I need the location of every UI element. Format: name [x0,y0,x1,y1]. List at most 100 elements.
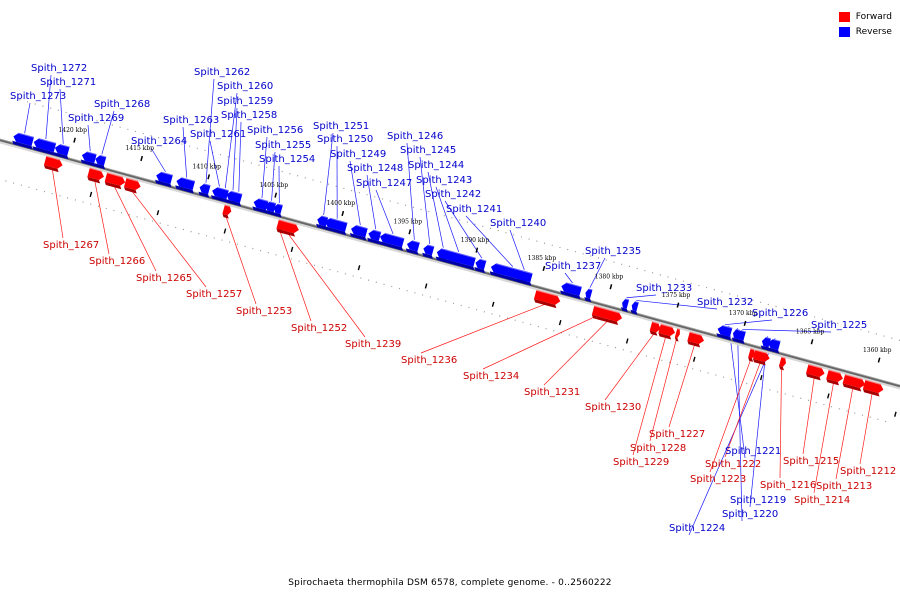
reverse-gene-label[interactable]: Spith_1242 [425,189,481,200]
forward-gene-label[interactable]: Spith_1236 [401,355,457,366]
reverse-gene-label[interactable]: Spith_1237 [545,261,601,272]
reverse-gene-label[interactable]: Spith_1271 [40,77,96,88]
gene-feature[interactable] [43,155,64,173]
gene-feature[interactable] [595,306,623,326]
gene-feature[interactable] [778,356,787,371]
forward-gene-label[interactable]: Spith_1222 [705,459,761,470]
forward-gene-label[interactable]: Spith_1252 [291,323,347,334]
gene-feature[interactable] [825,369,844,386]
reverse-gene-label[interactable]: Spith_1255 [255,140,311,151]
reverse-gene-label[interactable]: Spith_1235 [585,246,641,257]
reverse-gene-label[interactable]: Spith_1220 [722,509,778,520]
gene-feature[interactable] [252,198,271,214]
forward-gene-label[interactable]: Spith_1215 [783,456,839,467]
forward-gene-label[interactable]: Spith_1253 [236,306,292,317]
reverse-gene-label[interactable]: Spith_1259 [217,96,273,107]
reverse-gene-label[interactable]: Spith_1263 [163,115,219,126]
gene-feature[interactable] [218,188,231,203]
reverse-gene-label[interactable]: Spith_1261 [190,129,246,140]
reverse-gene-label[interactable]: Spith_1273 [10,91,66,102]
forward-gene-label[interactable]: Spith_1223 [690,474,746,485]
reverse-gene-label[interactable]: Spith_1269 [68,113,124,124]
gene-feature[interactable] [53,143,72,160]
gene-feature[interactable] [222,204,233,219]
reverse-gene-label[interactable]: Spith_1225 [811,320,867,331]
gene-feature[interactable] [272,203,285,218]
gene-feature[interactable] [123,177,142,194]
gene-feature[interactable] [766,338,783,354]
gene-feature[interactable] [366,229,383,245]
reverse-gene-label[interactable]: Spith_1226 [752,308,808,319]
gene-feature[interactable] [93,154,108,170]
reverse-gene-label[interactable]: Spith_1224 [669,523,725,534]
reverse-gene-label[interactable]: Spith_1251 [313,121,369,132]
reverse-gene-label[interactable]: Spith_1232 [697,297,753,308]
gene-feature[interactable] [747,348,756,362]
gene-feature[interactable] [231,192,244,207]
reverse-gene-label[interactable]: Spith_1268 [94,99,150,110]
reverse-gene-label[interactable]: Spith_1245 [400,145,456,156]
forward-gene-label[interactable]: Spith_1267 [43,240,99,251]
gene-feature[interactable] [649,321,662,336]
gene-feature[interactable] [842,374,866,392]
reverse-gene-label[interactable]: Spith_1241 [446,204,502,215]
reverse-gene-label[interactable]: Spith_1264 [131,136,187,147]
gene-feature[interactable] [760,336,773,351]
gene-feature[interactable] [438,249,478,271]
gene-feature[interactable] [104,172,126,190]
gene-feature[interactable] [583,288,594,303]
gene-feature[interactable] [421,244,436,259]
gene-feature[interactable] [620,298,631,313]
gene-feature[interactable] [378,232,406,251]
gene-feature[interactable] [805,364,826,381]
reverse-gene-label[interactable]: Spith_1249 [330,149,386,160]
gene-feature[interactable] [80,151,99,167]
reverse-gene-label[interactable]: Spith_1250 [317,134,373,145]
forward-gene-label[interactable]: Spith_1227 [649,429,705,440]
gene-feature[interactable] [154,171,175,188]
reverse-gene-label[interactable]: Spith_1248 [347,163,403,174]
reverse-gene-label[interactable]: Spith_1243 [416,175,472,186]
gene-feature[interactable] [559,282,583,300]
gene-feature[interactable] [263,201,278,216]
gene-feature[interactable] [349,224,370,241]
gene-feature[interactable] [278,219,300,237]
forward-gene-label[interactable]: Spith_1212 [840,466,896,477]
gene-feature[interactable] [315,215,330,230]
forward-gene-label[interactable]: Spith_1239 [345,339,401,350]
reverse-gene-label[interactable]: Spith_1247 [356,178,412,189]
reverse-gene-label[interactable]: Spith_1272 [31,63,87,74]
reverse-gene-label[interactable]: Spith_1219 [730,495,786,506]
reverse-gene-label[interactable]: Spith_1233 [636,283,692,294]
forward-gene-label[interactable]: Spith_1266 [89,256,145,267]
forward-gene-label[interactable]: Spith_1230 [585,402,641,413]
gene-feature[interactable] [516,270,531,285]
reverse-gene-label[interactable]: Spith_1254 [259,154,315,165]
gene-feature[interactable] [174,177,196,194]
gene-feature[interactable] [323,217,349,236]
reverse-gene-label[interactable]: Spith_1240 [490,218,546,229]
gene-feature[interactable] [658,323,677,340]
reverse-gene-label[interactable]: Spith_1258 [221,110,277,121]
gene-feature[interactable] [674,328,682,342]
gene-feature[interactable] [32,138,58,156]
reverse-gene-label[interactable]: Spith_1260 [217,81,273,92]
forward-gene-label[interactable]: Spith_1257 [186,289,242,300]
reverse-gene-label[interactable]: Spith_1246 [387,131,443,142]
forward-gene-label[interactable]: Spith_1234 [463,371,519,382]
gene-feature[interactable] [11,132,35,150]
gene-feature[interactable] [87,167,106,184]
gene-feature[interactable] [752,349,771,366]
forward-gene-label[interactable]: Spith_1228 [630,443,686,454]
forward-gene-label[interactable]: Spith_1229 [613,457,669,468]
gene-feature[interactable] [405,240,422,255]
forward-gene-label[interactable]: Spith_1265 [136,273,192,284]
gene-feature[interactable] [721,326,734,341]
gene-feature[interactable] [731,328,742,343]
gene-feature[interactable] [862,379,884,397]
reverse-gene-label[interactable]: Spith_1244 [408,160,464,171]
forward-gene-label[interactable]: Spith_1213 [816,481,872,492]
gene-feature[interactable] [687,331,706,348]
forward-gene-label[interactable]: Spith_1216 [760,480,816,491]
gene-feature[interactable] [198,183,213,198]
